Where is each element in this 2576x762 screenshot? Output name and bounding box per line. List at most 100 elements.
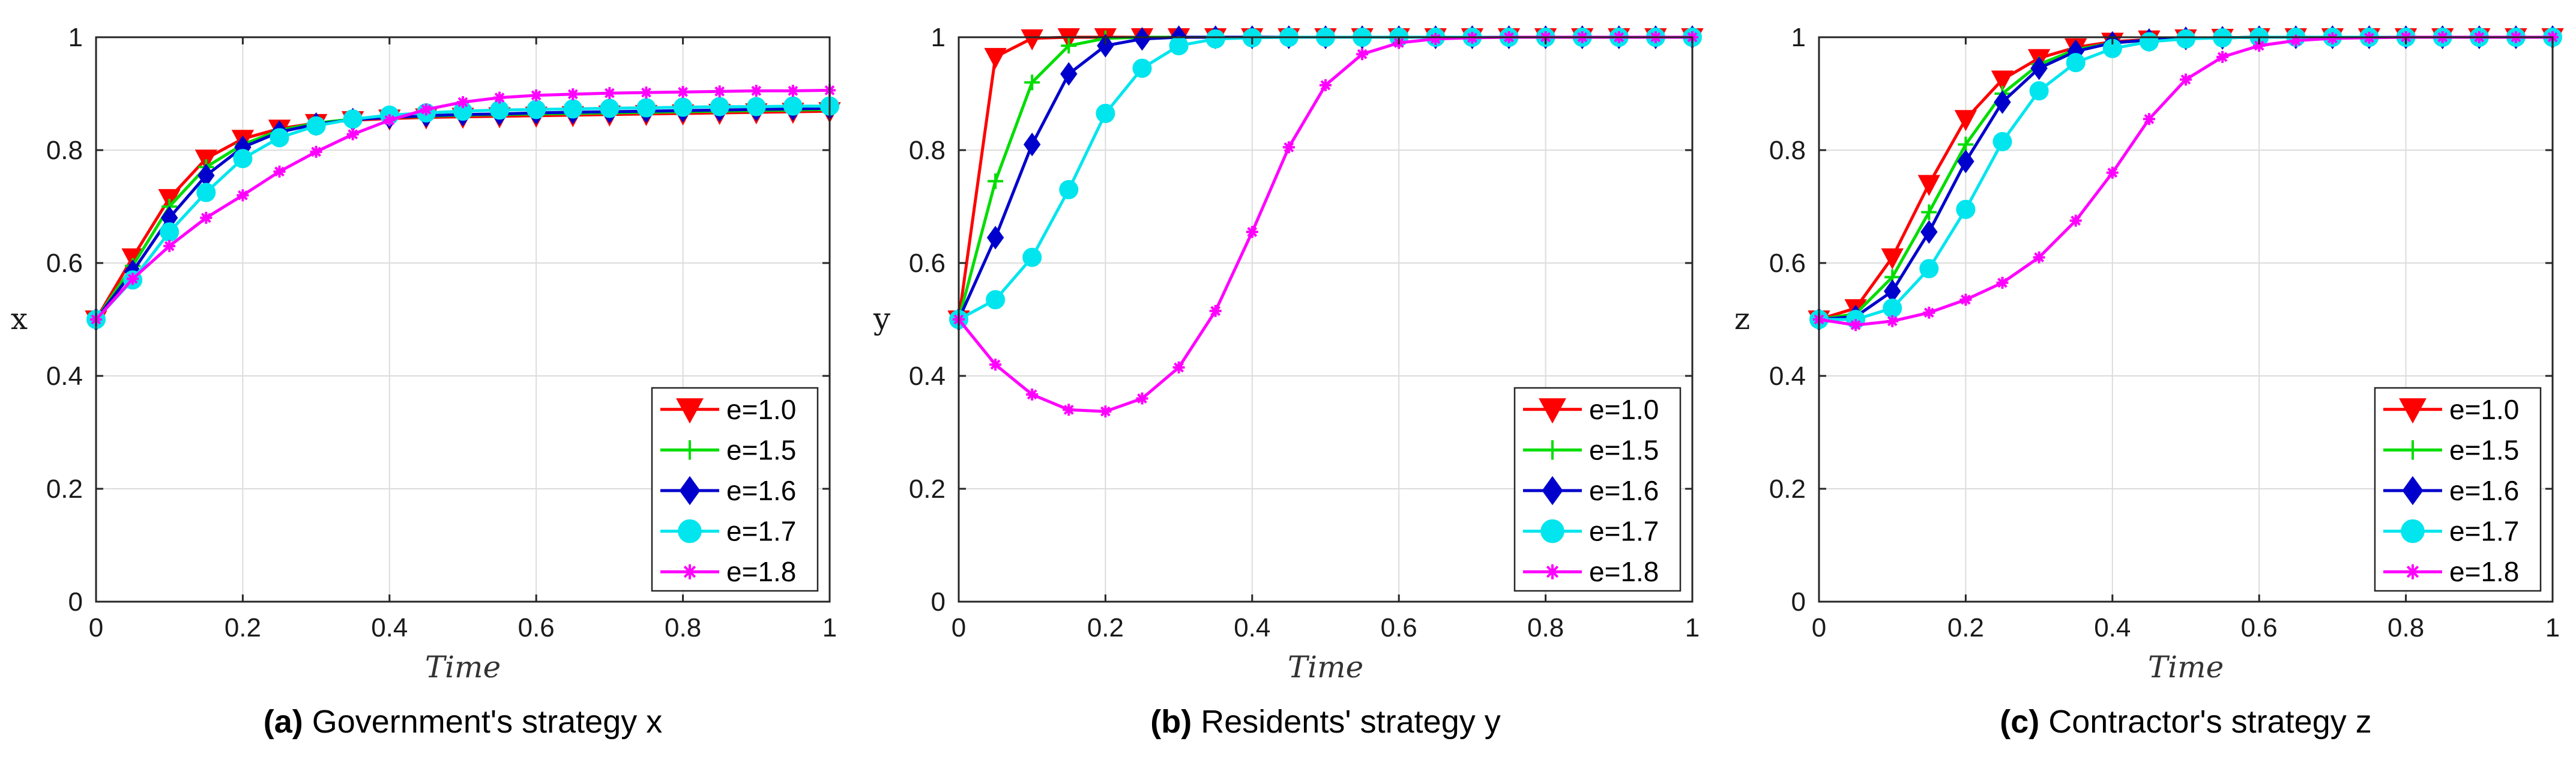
data-point-e=1.8 [457, 96, 469, 109]
y-tick-label: 1 [68, 23, 83, 52]
data-point-e=1.8 [677, 86, 689, 98]
data-point-e=1.8 [2326, 32, 2339, 44]
x-tick-label: 0.8 [1527, 613, 1564, 643]
axes-frame [95, 36, 831, 603]
y-tick-label: 0.8 [46, 136, 83, 165]
x-tick-label: 0.8 [665, 613, 701, 643]
legend-label: e=1.8 [1589, 556, 1659, 587]
data-point-e=1.8 [2033, 251, 2045, 264]
y-tick-label: 0 [1791, 587, 1806, 617]
data-point-e=1.8 [1282, 141, 1295, 154]
data-point-e=1.8 [127, 273, 139, 285]
data-point-e=1.8 [530, 89, 543, 101]
data-point-e=1.6 [1920, 220, 1938, 244]
data-point-e=1.7 [2176, 29, 2195, 49]
y-tick-label: 1 [1791, 23, 1806, 52]
panel-label: (b) [1150, 704, 1192, 740]
legend-label: e=1.0 [2449, 394, 2519, 425]
data-point-e=1.8 [493, 91, 506, 104]
data-point-e=1.7 [306, 116, 326, 136]
y-tick-label: 0.2 [1769, 474, 1806, 504]
y-tick-label: 0.2 [46, 474, 83, 504]
data-point-e=1.8 [2253, 40, 2266, 52]
data-point-e=1.6 [2030, 56, 2048, 80]
legend-label: e=1.8 [726, 556, 796, 587]
data-point-e=1.7 [673, 97, 693, 117]
data-point-e=1.8 [1356, 48, 1369, 61]
legend-label: e=1.5 [2449, 434, 2519, 465]
legend-label: e=1.6 [726, 475, 796, 506]
legend-marker [2401, 519, 2425, 543]
data-point-e=1.5 [1024, 74, 1040, 91]
y-tick-label: 0.8 [909, 136, 946, 165]
data-point-e=1.7 [1096, 103, 1115, 123]
y-axis-label: y [873, 301, 891, 336]
data-point-e=1.7 [160, 222, 179, 242]
y-tick-label: 0 [68, 587, 83, 617]
y-tick-label: 0 [931, 587, 946, 617]
y-tick-label: 1 [931, 23, 946, 52]
data-point-e=1.6 [1994, 90, 2011, 114]
grid [95, 37, 830, 602]
axes-frame [958, 36, 1694, 603]
data-point-e=1.8 [1209, 304, 1222, 317]
data-point-e=1.8 [163, 240, 176, 252]
y-tick-label: 0.6 [909, 249, 946, 278]
data-point-e=1.8 [567, 88, 579, 100]
data-point-e=1.8 [750, 85, 762, 97]
panel-caption-text: Residents' strategy y [1192, 704, 1501, 740]
data-point-e=1.8 [1996, 276, 2009, 289]
legend-marker [676, 398, 704, 424]
x-tick-label: 0.4 [1234, 613, 1270, 643]
legend-entry: e=1.6 [2383, 475, 2519, 506]
legend-marker [678, 519, 702, 543]
data-point-e=1.8 [2290, 34, 2302, 47]
legend-entry: e=1.5 [1523, 434, 1659, 465]
x-tick-label: 0.6 [1381, 613, 1417, 643]
legend-box [2374, 387, 2542, 592]
panel-label: (c) [2000, 704, 2039, 740]
ticks: 0 0.2 0.4 0.6 0.8 1 0 0.2 0.4 0.6 0.8 1 [1769, 23, 2560, 643]
legend: e=1.0 e=1.5 e=1.6 e=1.7 e=1.8 [1513, 387, 1682, 592]
data-point-e=1.7 [1956, 199, 1976, 219]
x-tick-label: 0 [1812, 613, 1826, 643]
data-point-e=1.7 [600, 98, 620, 118]
y-tick-label: 0.8 [1769, 136, 1806, 165]
legend-label: e=1.5 [726, 434, 796, 465]
legend-entry: e=1.0 [660, 394, 796, 425]
data-point-e=1.8 [346, 128, 359, 141]
data-point-e=1.8 [713, 85, 726, 98]
data-point-e=1.8 [2106, 166, 2119, 179]
data-point-e=1.8 [1320, 79, 1332, 91]
x-axis-label: Time [2148, 650, 2224, 685]
legend-entry: e=1.6 [660, 475, 796, 506]
data-point-e=1.0 [1954, 110, 1977, 132]
legend-entry: e=1.0 [2383, 394, 2519, 425]
data-point-e=1.8 [989, 358, 1002, 371]
chart-panel-0: 0 0.2 0.4 0.6 0.8 1 0 0.2 0.4 0.6 0.8 1 Time x (a) Gov… [11, 23, 841, 740]
series-e=1.7 [86, 96, 839, 329]
data-point-e=1.8 [1063, 404, 1075, 416]
data-point-e=1.8 [273, 165, 286, 178]
x-tick-label: 0.6 [2241, 613, 2278, 643]
data-point-e=1.6 [1957, 150, 1974, 174]
panel-caption-text: Government's strategy x [303, 704, 663, 740]
data-point-e=1.8 [786, 85, 799, 97]
x-tick-label: 0.2 [225, 613, 261, 643]
ticks: 0 0.2 0.4 0.6 0.8 1 0 0.2 0.4 0.6 0.8 1 [46, 23, 837, 643]
data-point-e=1.8 [1246, 226, 1258, 238]
data-point-e=1.8 [1959, 294, 1972, 306]
x-tick-label: 0.4 [371, 613, 408, 643]
legend-label: e=1.7 [2449, 516, 2519, 547]
data-point-e=1.5 [1061, 38, 1077, 54]
data-point-e=1.8 [310, 145, 322, 158]
y-axis-label: x [11, 301, 28, 336]
data-point-e=1.7 [343, 109, 363, 129]
data-point-e=1.7 [196, 183, 216, 202]
data-point-e=1.0 [1991, 70, 2014, 92]
x-tick-label: 0 [952, 613, 966, 643]
data-point-e=1.8 [2216, 50, 2229, 63]
legend-entry: e=1.7 [1523, 516, 1659, 547]
data-point-e=1.7 [1059, 180, 1079, 199]
